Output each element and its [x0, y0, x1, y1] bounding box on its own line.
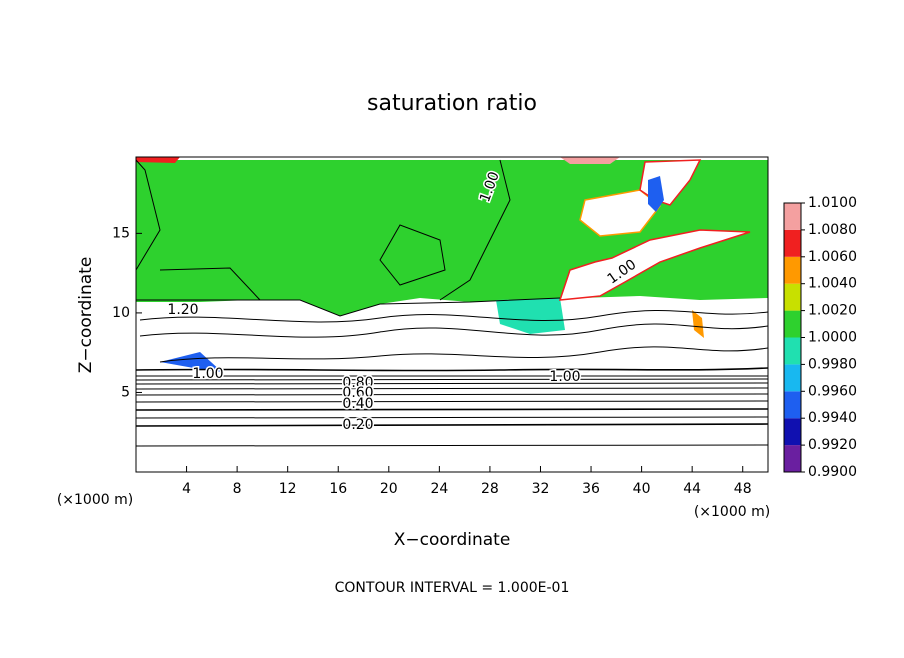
plot-frame	[135, 156, 769, 473]
contour-line	[439, 159, 511, 301]
contour-line	[139, 309, 769, 323]
contour-lines	[135, 159, 769, 447]
contour-label: 1.20	[167, 302, 198, 318]
y-tick-label: 10	[112, 305, 130, 321]
y-axis-label: Z−coordinate	[76, 257, 96, 374]
red-fringe	[560, 157, 620, 164]
x-tick-label: 32	[532, 481, 550, 497]
contour-label: 0.60	[342, 385, 373, 401]
x-tick-label: 28	[481, 481, 499, 497]
colorbar-tick-label: 0.9940	[808, 410, 857, 426]
contour-line	[135, 378, 769, 381]
colorbar-segment	[784, 310, 801, 338]
x-tick-label: 4	[182, 481, 191, 497]
contour-line	[135, 159, 161, 271]
contour-label: 0.40	[342, 396, 373, 412]
footer-note: CONTOUR INTERVAL = 1.000E-01	[335, 580, 570, 596]
colorbar-segment	[784, 283, 801, 311]
chart-title: saturation ratio	[367, 91, 537, 116]
colorbar-tick-label: 1.0060	[808, 249, 857, 265]
contour-line	[136, 297, 561, 317]
colorbar-tick-label: 1.0040	[808, 276, 857, 292]
x-unit-label: (×1000 m)	[57, 492, 133, 508]
y-tick-label: 5	[121, 384, 130, 400]
contour-line	[135, 423, 769, 427]
teal-region	[496, 298, 565, 334]
blue-patch	[648, 176, 664, 212]
contour-line	[159, 346, 769, 363]
contour-line	[135, 387, 769, 390]
contour-line	[135, 367, 769, 372]
colorbar-segment	[784, 229, 801, 257]
colorbar-tick-label: 1.0080	[808, 222, 857, 238]
contour-line	[379, 224, 446, 286]
orange-patch	[692, 310, 704, 338]
x-tick-label: 36	[582, 481, 600, 497]
contour-line	[135, 408, 769, 411]
colorbar-segment	[784, 391, 801, 419]
colorbar-tick-label: 0.9960	[808, 383, 857, 399]
colorbar-tick-label: 0.9920	[808, 437, 857, 453]
x-tick-label: 44	[683, 481, 701, 497]
colorbar-tick-label: 0.9900	[808, 464, 857, 480]
x-tick-label: 40	[633, 481, 651, 497]
colorbar-segment	[784, 256, 801, 284]
colorbar-segment	[784, 418, 801, 446]
contour-line	[135, 393, 769, 396]
contour-line	[135, 400, 769, 403]
x-tick-label: 48	[734, 481, 752, 497]
colorbar-segment	[784, 337, 801, 365]
x-tick-label: 20	[380, 481, 398, 497]
colorbar-tick-label: 1.0020	[808, 303, 857, 319]
field	[136, 157, 768, 372]
contour-line	[135, 416, 769, 419]
contour-line	[135, 382, 769, 385]
colorbar-tick-label: 1.0000	[808, 330, 857, 346]
colorbar-tick-label: 1.0100	[808, 195, 857, 211]
colorbar-segment	[784, 203, 801, 230]
colorbar-segment	[784, 445, 801, 472]
contour-line	[135, 444, 769, 447]
contour-line	[159, 267, 261, 301]
colorbar-tick-label: 0.9980	[808, 356, 857, 372]
y-tick-label: 15	[112, 225, 130, 241]
x-tick-label: 16	[329, 481, 347, 497]
cloud-region	[558, 229, 751, 301]
contour-label: 1.00	[549, 369, 580, 385]
x-unit-label: (×1000 m)	[694, 504, 770, 520]
blue-patch	[160, 352, 222, 372]
x-tick-label: 12	[279, 481, 297, 497]
x-axis-label: X−coordinate	[394, 530, 511, 550]
red-fringe	[136, 157, 180, 163]
contour-label: 1.00	[192, 366, 223, 382]
contour-label: 0.20	[342, 417, 373, 433]
x-tick-label: 8	[233, 481, 242, 497]
colorbar-segment	[784, 364, 801, 392]
contour-line	[139, 323, 769, 338]
contour-label: 0.80	[342, 375, 373, 391]
x-tick-label: 24	[430, 481, 448, 497]
